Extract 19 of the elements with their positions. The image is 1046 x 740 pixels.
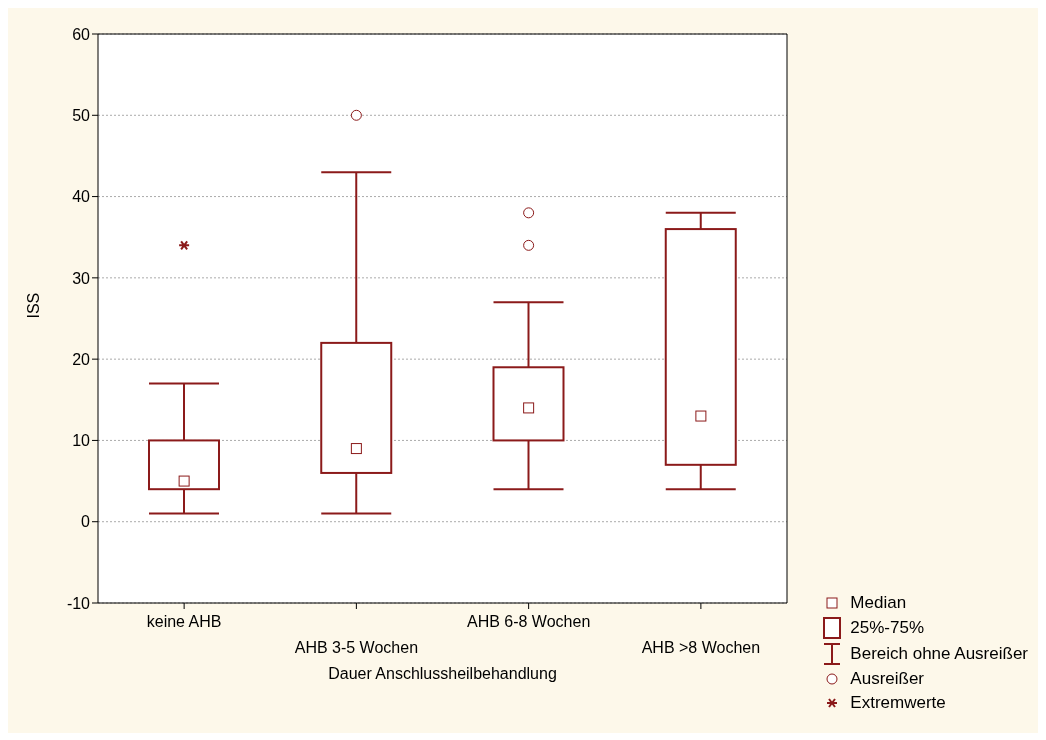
y-tick-label: 50 [72, 106, 91, 124]
text: Ausreißer [850, 669, 925, 689]
text: Bereich ohne Ausreißer [850, 644, 1028, 664]
y-tick-label: -10 [66, 594, 91, 612]
x-tick-label: keine AHB [146, 613, 222, 630]
y-tick-label: 0 [81, 513, 91, 531]
legend-label: Extremwerte [850, 693, 946, 713]
y-tick-label: 20 [72, 350, 91, 368]
text: 25%-75% [850, 618, 925, 638]
y-tick-label: 40 [72, 188, 91, 206]
y-tick-label: 10 [72, 432, 91, 450]
y-tick-label: 30 [72, 269, 91, 287]
x-tick-label: AHB >8 Wochen [641, 639, 761, 656]
y-axis-title: ISS [24, 292, 42, 319]
x-tick-label: AHB 3-5 Wochen [294, 639, 419, 656]
y-tick-label: 60 [72, 25, 91, 43]
x-axis-title: Dauer Anschlussheilbehandlung [328, 665, 557, 683]
x-tick-label: AHB 6-8 Wochen [466, 613, 591, 630]
text: Median [850, 593, 907, 613]
